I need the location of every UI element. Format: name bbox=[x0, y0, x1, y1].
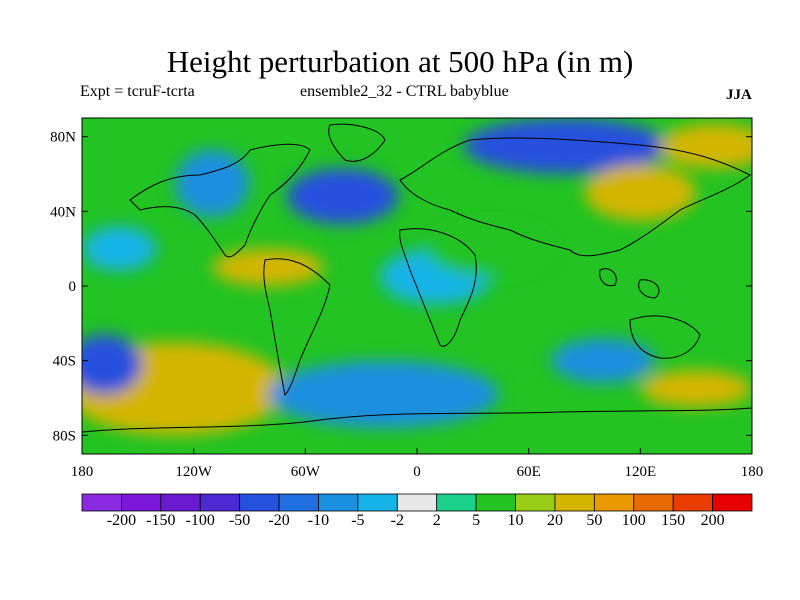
colorbar-label: -100 bbox=[185, 512, 215, 529]
colorbar-label: -20 bbox=[268, 512, 290, 529]
anomaly-region-2 bbox=[82, 334, 142, 395]
colorbar-swatch bbox=[593, 493, 635, 512]
anomaly-region-7 bbox=[463, 118, 669, 174]
lon-tick-label: 180 bbox=[71, 464, 94, 480]
map-panel bbox=[82, 118, 752, 454]
colorbar-swatch bbox=[633, 493, 674, 512]
colorbar-swatch bbox=[199, 493, 241, 512]
colorbar-label: 200 bbox=[700, 512, 725, 529]
anomaly-region-6 bbox=[640, 370, 752, 408]
colorbar-swatch bbox=[475, 493, 516, 512]
anomaly-region-8 bbox=[175, 149, 250, 217]
colorbar-label: 150 bbox=[661, 512, 686, 529]
colorbar-label: -150 bbox=[146, 512, 176, 529]
lat-tick-label: 40S bbox=[53, 354, 76, 370]
lat-tick-label: 0 bbox=[69, 279, 77, 295]
colorbar-swatch bbox=[515, 493, 556, 512]
colorbar-swatch bbox=[357, 493, 398, 512]
anomaly-region-5 bbox=[551, 338, 656, 384]
lon-tick-label: 0 bbox=[413, 464, 421, 480]
lon-tick-label: 180 bbox=[741, 464, 764, 480]
colorbar-swatch bbox=[278, 493, 319, 512]
colorbar-label: -10 bbox=[307, 512, 330, 529]
colorbar-swatch bbox=[396, 493, 438, 512]
colorbar-swatch bbox=[160, 493, 201, 512]
lat-tick-label: 40N bbox=[50, 204, 76, 220]
colorbar-label: -50 bbox=[228, 512, 251, 529]
colorbar-swatch bbox=[554, 493, 595, 512]
colorbar-label: 50 bbox=[586, 512, 603, 529]
colorbar-swatch bbox=[81, 493, 122, 512]
anomaly-region-15 bbox=[658, 123, 752, 169]
colorbar-label: -2 bbox=[390, 512, 404, 529]
anomaly-region-14 bbox=[426, 220, 557, 277]
lat-tick-label: 80S bbox=[53, 428, 76, 444]
lon-tick-label: 120E bbox=[624, 464, 656, 480]
lat-tick-label: 80N bbox=[50, 130, 76, 146]
anomaly-region-4 bbox=[268, 360, 499, 428]
left-subtitle: Expt = tcruF-tcrta bbox=[80, 83, 195, 100]
colorbar-swatch bbox=[318, 493, 359, 512]
colorbar-label: -5 bbox=[351, 512, 365, 529]
figure-title: Height perturbation at 500 hPa (in m) bbox=[166, 44, 634, 79]
anomaly-region-10 bbox=[82, 226, 157, 272]
colorbar-swatch bbox=[436, 493, 477, 512]
colorbar-label: 10 bbox=[507, 512, 524, 529]
colorbar-swatch bbox=[121, 493, 162, 512]
season-label: JJA bbox=[726, 87, 752, 103]
colorbar-swatch bbox=[239, 493, 280, 512]
lon-tick-label: 120W bbox=[175, 464, 213, 480]
anomaly-region-11 bbox=[584, 164, 697, 221]
coastlines bbox=[82, 123, 752, 433]
colorbar-label: 20 bbox=[546, 512, 563, 529]
anomaly-region-9 bbox=[286, 168, 399, 225]
colorbar bbox=[81, 493, 753, 512]
colorbar-swatch bbox=[712, 493, 753, 512]
lon-tick-label: 60E bbox=[517, 464, 541, 480]
colorbar-label: 100 bbox=[621, 512, 646, 529]
lon-tick-label: 60W bbox=[291, 464, 321, 480]
colorbar-label: 5 bbox=[472, 512, 481, 529]
axis-ticks: 180 120W 60W 0 60E 120E 180 80N 40N 0 40S 80S bbox=[50, 130, 763, 480]
anomaly-region-13 bbox=[212, 248, 324, 286]
colorbar-swatch bbox=[672, 493, 713, 512]
center-subtitle: ensemble2_32 - CTRL babyblue bbox=[300, 83, 509, 100]
colorbar-label: -200 bbox=[106, 512, 137, 529]
colorbar-label: 2 bbox=[432, 512, 441, 529]
